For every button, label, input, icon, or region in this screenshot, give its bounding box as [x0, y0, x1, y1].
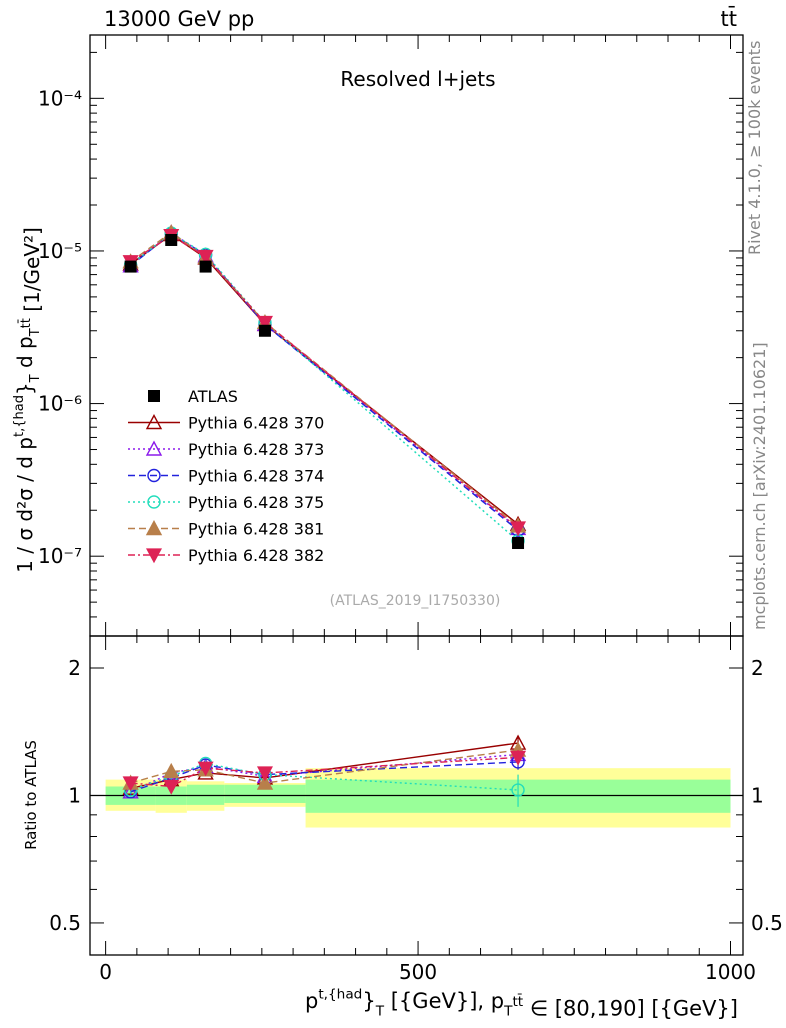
main-series-4: [123, 226, 525, 548]
main-series-6: [122, 229, 527, 537]
ratio-y-tick-label-left: 2: [68, 656, 81, 680]
main-point: [197, 249, 214, 265]
ratio-point: [256, 766, 273, 782]
x-axis-label: pt,{had}T [{GeV}], pTtt̄ ∈ [80,190] [{Ge…: [305, 987, 738, 1021]
legend-label: Pythia 6.428 374: [188, 467, 324, 486]
ratio-x-tick-label: 500: [399, 960, 437, 984]
chart-title: Resolved l+jets: [340, 67, 495, 91]
ratio-series-line: [130, 749, 519, 784]
ratio-point: [197, 761, 214, 777]
ratio-y-tick-label-left: 0.5: [49, 911, 81, 935]
main-y-tick-label: 10⁻⁷: [38, 544, 82, 568]
analysis-watermark: (ATLAS_2019_I1750330): [330, 593, 501, 609]
ratio-point: [256, 774, 274, 790]
ratio-y-tick-label-right: 1: [751, 783, 764, 807]
legend-label: Pythia 6.428 375: [188, 493, 324, 512]
atlas-data-point: [258, 324, 271, 337]
ratio-point: [511, 783, 525, 797]
main-series-3: [123, 226, 525, 537]
legend-label: Pythia 6.428 373: [188, 440, 324, 459]
ratio-x-tick-label: 0: [99, 960, 112, 984]
legend-marker: [145, 440, 163, 456]
main-series-line: [130, 234, 519, 529]
ratio-y-tick-label-right: 0.5: [751, 911, 783, 935]
ratio-point: [122, 776, 139, 792]
main-y-tick-label: 10⁻⁶: [38, 392, 82, 416]
main-y-tick-label: 10⁻⁴: [38, 86, 82, 110]
legend-label: Pythia 6.428 381: [188, 520, 324, 539]
ratio-y-tick-label-left: 1: [68, 783, 81, 807]
main-point: [510, 521, 527, 537]
atlas-data-point: [165, 233, 178, 246]
ratio-y-axis-label: Ratio to ATLAS: [22, 740, 40, 850]
ratio-x-tick-label: 1000: [705, 960, 756, 984]
header-process-label: tt̄: [721, 6, 737, 31]
ratio-panel: 0.5 0.5 1 1 2 2 0 500 1000: [49, 635, 783, 984]
legend-label: Pythia 6.428 382: [188, 546, 324, 565]
legend-marker: [145, 548, 163, 564]
legend-marker: [145, 414, 163, 430]
ratio-inner-band: [224, 784, 306, 803]
main-y-tick-label: 10⁻⁵: [38, 239, 82, 263]
main-series-line: [130, 232, 519, 531]
ratio-inner-band: [186, 784, 225, 805]
ratio-point: [163, 762, 180, 779]
mcplots-reference-label: mcplots.cern.ch [arXiv:2401.10621]: [750, 342, 769, 630]
atlas-data-point: [512, 537, 525, 550]
atlas-data-point: [124, 260, 137, 273]
ratio-series-6: [122, 750, 527, 795]
legend-item: Pythia 6.428 375: [128, 493, 324, 512]
header-energy-label: 13000 GeV pp: [104, 7, 254, 31]
legend-marker: [145, 520, 163, 536]
legend: ATLAS Pythia 6.428 370 Pythia 6.428 373 Pyt…: [128, 387, 324, 565]
main-series-atlas: [124, 233, 525, 550]
legend-item: ATLAS: [148, 387, 238, 406]
legend-item: Pythia 6.428 374: [128, 467, 324, 486]
legend-marker: [147, 468, 161, 483]
atlas-data-point: [199, 260, 212, 273]
legend-item: Pythia 6.428 381: [128, 520, 324, 539]
main-point: [256, 315, 273, 331]
main-series-2: [122, 224, 527, 536]
legend-item: Pythia 6.428 370: [128, 414, 324, 433]
ratio-point: [510, 750, 527, 766]
main-panel: 10⁻⁷ 10⁻⁶ 10⁻⁵ 10⁻⁴: [38, 34, 744, 637]
legend-item: Pythia 6.428 373: [128, 440, 324, 459]
legend-marker: [147, 495, 161, 509]
ratio-point: [163, 779, 180, 795]
ratio-y-tick-label-right: 2: [751, 656, 764, 680]
rivet-version-label: Rivet 4.1.0, ≥ 100k events: [745, 41, 764, 255]
legend-marker: [148, 390, 160, 402]
legend-item: Pythia 6.428 382: [128, 546, 324, 565]
legend-label: Pythia 6.428 370: [188, 414, 324, 433]
main-y-axis-label: 1 / σ d²σ / d pt,{had}T d pTtt̄ [1/GeV²]: [12, 227, 44, 573]
legend-label: ATLAS: [188, 387, 238, 406]
